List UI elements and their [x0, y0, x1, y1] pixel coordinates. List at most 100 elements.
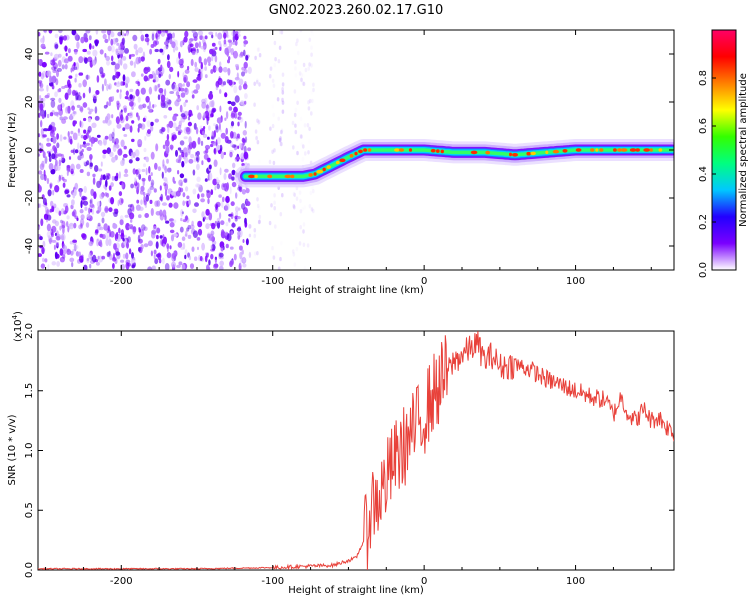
noise-speck [206, 56, 212, 64]
noise-speck [187, 127, 192, 135]
noise-speck [312, 82, 315, 87]
noise-speck [158, 258, 162, 264]
noise-speck [145, 95, 150, 103]
noise-speck [177, 131, 181, 136]
noise-speck [211, 222, 216, 230]
noise-speck [143, 75, 148, 82]
spectrogram-hot-spot [254, 174, 258, 179]
noise-speck [219, 89, 222, 94]
noise-speck [238, 142, 243, 149]
noise-speck [309, 190, 313, 196]
noise-speck [302, 62, 306, 68]
noise-speck [294, 129, 298, 135]
noise-speck [115, 172, 119, 178]
noise-speck [257, 47, 261, 52]
noise-speck [135, 88, 140, 97]
snr-y-tick-label: 2.0 [24, 323, 35, 339]
noise-speck [145, 194, 149, 202]
noise-speck [221, 182, 226, 191]
noise-speck [218, 122, 221, 131]
noise-speck [47, 264, 50, 269]
noise-speck [103, 104, 108, 109]
noise-speck [70, 204, 74, 210]
noise-speck [308, 37, 312, 42]
noise-speck [115, 82, 121, 88]
noise-speck [61, 220, 66, 229]
noise-speck [67, 88, 72, 96]
noise-speck [113, 252, 115, 261]
noise-speck [166, 252, 172, 259]
noise-speck [238, 186, 243, 193]
noise-speck [302, 73, 305, 77]
noise-speck [298, 71, 302, 76]
noise-speck [176, 57, 180, 65]
noise-speck [83, 129, 87, 134]
noise-speck [70, 67, 73, 73]
noise-speck [169, 38, 173, 45]
noise-speck [108, 185, 112, 191]
noise-speck [165, 30, 168, 34]
spectrogram-hot-spot [590, 148, 595, 152]
noise-speck [244, 120, 247, 129]
noise-speck [310, 52, 313, 57]
noise-speck [302, 242, 306, 247]
noise-speck [133, 61, 136, 69]
noise-speck [205, 223, 210, 230]
noise-speck [61, 86, 66, 89]
noise-speck [88, 252, 92, 260]
noise-speck [205, 148, 209, 154]
noise-speck [208, 62, 211, 66]
noise-speck [72, 192, 76, 199]
noise-speck [120, 159, 125, 167]
noise-speck [44, 30, 47, 34]
noise-speck [112, 263, 115, 269]
noise-speck [191, 30, 196, 34]
noise-speck [203, 112, 206, 118]
noise-speck [47, 189, 52, 197]
noise-speck [94, 115, 100, 121]
noise-speck [57, 179, 60, 183]
noise-speck [281, 109, 285, 114]
noise-speck [198, 41, 202, 48]
noise-speck [140, 34, 145, 42]
noise-speck [150, 121, 154, 127]
noise-speck [240, 51, 244, 57]
noise-speck [182, 219, 187, 223]
spectrogram-hot-spot [322, 167, 326, 172]
noise-speck [270, 203, 273, 208]
noise-speck [92, 254, 97, 263]
noise-speck [163, 177, 168, 182]
noise-speck [125, 222, 130, 231]
noise-speck [143, 147, 147, 153]
noise-speck [166, 33, 170, 37]
noise-speck [228, 106, 233, 111]
noise-speck [40, 218, 44, 227]
noise-speck [217, 77, 223, 86]
noise-speck [300, 117, 303, 121]
noise-speck [187, 234, 192, 239]
noise-speck [69, 222, 74, 227]
noise-speck [272, 160, 276, 166]
noise-speck [150, 172, 153, 177]
noise-speck [157, 166, 162, 172]
noise-speck [140, 185, 145, 192]
noise-speck [110, 31, 115, 38]
noise-speck [97, 255, 100, 260]
noise-speck [66, 215, 70, 220]
noise-speck [244, 93, 248, 99]
noise-speck [51, 225, 57, 233]
noise-speck [220, 220, 225, 226]
noise-speck [180, 87, 185, 92]
noise-speck [223, 205, 229, 211]
noise-speck [228, 79, 233, 86]
noise-speck [77, 142, 80, 150]
noise-speck [183, 178, 187, 183]
spectrogram-hot-spot [629, 148, 637, 152]
snr-x-tick-label: -100 [261, 576, 284, 587]
noise-speck [131, 264, 135, 269]
noise-speck [230, 201, 235, 207]
noise-speck [140, 199, 143, 205]
noise-speck [118, 171, 122, 179]
noise-speck [115, 144, 120, 149]
noise-speck [102, 174, 106, 181]
